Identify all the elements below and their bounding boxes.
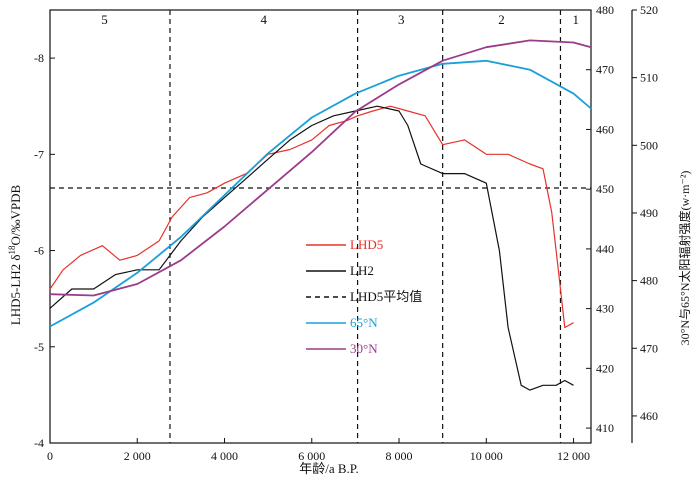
x-axis: 0 2 000 4 000 6 000 8 000 10 000 12 000	[47, 438, 590, 463]
y-right-inner-tick-label: 440	[596, 242, 614, 256]
stage-label: 1	[572, 12, 579, 27]
y-left-title-part: LHD5-LH2 δ	[8, 254, 23, 325]
stage-label: 5	[101, 12, 108, 27]
stage-label: 2	[498, 12, 505, 27]
y-right-outer-tick-label: 520	[640, 3, 658, 17]
series-line-LHD5	[49, 105, 574, 329]
stage-lines	[169, 10, 562, 443]
y-left-tick-label: -5	[34, 340, 44, 354]
series-line-LH2	[49, 105, 574, 391]
x-tick-label: 10 000	[470, 449, 503, 463]
legend-label: 65°N	[350, 315, 378, 330]
y-left-tick-label: -4	[34, 436, 44, 450]
plot-frame	[49, 9, 592, 444]
y-right-outer-tick-label: 470	[640, 341, 658, 355]
x-tick-label: 8 000	[386, 449, 413, 463]
y-right-inner-tick-label: 460	[596, 122, 614, 136]
y-left-tick-label: -7	[34, 147, 44, 161]
series-line-65°N	[49, 59, 592, 328]
y-left-tick-label: -6	[34, 244, 44, 258]
series-layer	[49, 39, 592, 391]
y-right-inner-tick-label: 410	[596, 421, 614, 435]
y-left-axis: -4 -5 -6 -7 -8	[34, 51, 55, 450]
x-tick-label: 12 000	[557, 449, 590, 463]
y-right-outer-tick-label: 460	[640, 409, 658, 423]
x-tick-label: 2 000	[124, 449, 151, 463]
x-tick-label: 6 000	[298, 449, 325, 463]
y-left-title-superscript: 18	[7, 245, 17, 255]
x-tick-label: 0	[47, 449, 53, 463]
legend: LHD5 LH2 LHD5平均值 65°N 30°N	[306, 237, 422, 356]
y-right-inner-tick-label: 420	[596, 361, 614, 375]
y-right-inner-tick-label: 430	[596, 302, 614, 316]
legend-label: LH2	[350, 263, 374, 278]
series-line-30°N	[49, 39, 592, 297]
y-left-title-part: O/‰VPDB	[8, 184, 23, 245]
stage-label: 3	[398, 12, 405, 27]
y-left-tick-label: -8	[34, 51, 44, 65]
stage-labels: 5 4 3 2 1	[101, 12, 579, 27]
y-right-inner-axis: 410 420 430 440 450 460 470 480	[586, 3, 614, 435]
y-right-outer-tick-label: 490	[640, 206, 658, 220]
y-right-outer-tick-label: 480	[640, 274, 658, 288]
y-right-outer-tick-label: 500	[640, 138, 658, 152]
legend-label: LHD5	[350, 237, 383, 252]
x-tick-label: 4 000	[211, 449, 238, 463]
stage-label: 4	[261, 12, 268, 27]
y-right-inner-tick-label: 450	[596, 182, 614, 196]
y-left-axis-title: LHD5-LH2 δ18O/‰VPDB	[7, 184, 23, 325]
y-right-axis-title: 30°N与65°N太阳辐射强度(w·m⁻²)	[677, 171, 692, 346]
y-right-outer-tick-label: 510	[640, 71, 658, 85]
x-axis-title: 年龄/a B.P.	[299, 461, 359, 476]
plot-border	[49, 9, 592, 444]
y-right-outer-axis: 460 470 480 490 500 510 520	[631, 3, 658, 443]
legend-label: 30°N	[350, 341, 378, 356]
y-right-inner-tick-label: 470	[596, 63, 614, 77]
legend-label: LHD5平均值	[350, 289, 422, 304]
y-right-inner-tick-label: 480	[596, 3, 614, 17]
